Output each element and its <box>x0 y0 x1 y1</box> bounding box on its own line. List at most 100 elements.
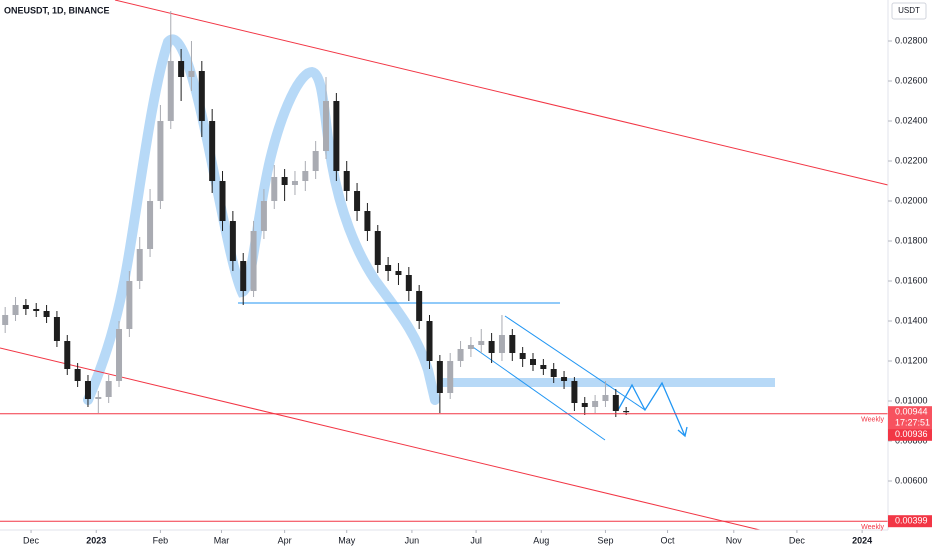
pattern-highlight <box>83 34 440 405</box>
candle-body <box>312 151 319 171</box>
level-tag: Weekly <box>861 524 884 531</box>
level-tag: Weekly <box>861 417 884 424</box>
candle-body <box>2 315 9 325</box>
candle-body <box>509 335 516 353</box>
candle-body <box>105 381 112 397</box>
y-tick-label: 0.01800 <box>895 235 928 245</box>
x-tick-label: Sep <box>597 535 613 545</box>
x-tick-label: 2023 <box>86 535 106 545</box>
channel-line <box>504 315 646 411</box>
y-tick-label: 0.02600 <box>895 75 928 85</box>
candle-body <box>612 395 619 411</box>
x-tick-label: Aug <box>533 535 549 545</box>
currency-box <box>891 2 927 20</box>
candle-body <box>126 281 133 329</box>
price-box <box>888 406 932 430</box>
y-tick-label: 0.02200 <box>895 155 928 165</box>
y-tick-label: 0.02800 <box>895 35 928 45</box>
candle-body <box>250 231 257 291</box>
candle-body <box>354 191 361 211</box>
candle-body <box>478 341 485 345</box>
candle-body <box>333 101 340 171</box>
candle-body <box>540 365 547 369</box>
candle-body <box>374 231 381 265</box>
candle-body <box>291 181 298 185</box>
x-tick-label: May <box>338 535 356 545</box>
candle-body <box>178 61 185 77</box>
y-tick-label: 0.01400 <box>895 315 928 325</box>
candle-body <box>95 397 102 399</box>
y-tick-label: 0.02000 <box>895 195 928 205</box>
candle-body <box>467 345 474 349</box>
candle-body <box>167 61 174 121</box>
chart-title: ONEUSDT, 1D, BINANCE <box>4 5 110 15</box>
countdown: 17:27:51 <box>895 418 930 428</box>
candle-body <box>12 305 19 315</box>
last-price: 0.00944 <box>895 407 928 417</box>
candle-body <box>519 353 526 359</box>
candle-body <box>592 401 599 407</box>
drawings <box>0 0 889 531</box>
candle-body <box>436 361 443 393</box>
candle-body <box>84 381 91 399</box>
candle-body <box>229 221 236 261</box>
y-tick-label: 0.01200 <box>895 355 928 365</box>
projection-arrow <box>617 381 686 437</box>
candle-body <box>136 249 143 281</box>
y-tick-label: 0.02400 <box>895 115 928 125</box>
candle-body <box>385 265 392 271</box>
candle-body <box>281 177 288 185</box>
candle-body <box>602 395 609 401</box>
x-tick-label: Feb <box>153 535 169 545</box>
candle-body <box>240 261 247 291</box>
candle-body <box>447 361 454 393</box>
candle-body <box>550 369 557 377</box>
x-tick-label: Oct <box>661 535 676 545</box>
y-tick-label: 0.01000 <box>895 395 928 405</box>
candle-body <box>33 309 40 311</box>
candle-body <box>260 201 267 231</box>
x-tick-label: Jun <box>405 535 420 545</box>
x-tick-label: Apr <box>278 535 292 545</box>
candle-body <box>405 275 412 291</box>
candle-body <box>53 317 60 341</box>
x-tick-label: Dec <box>23 535 40 545</box>
trend-line <box>0 347 761 531</box>
candle-body <box>530 359 537 365</box>
candle-body <box>426 321 433 361</box>
currency: USDT <box>898 6 920 15</box>
candle-body <box>581 403 588 407</box>
x-tick-label: 2024 <box>852 535 872 545</box>
candle-body <box>43 311 50 317</box>
candle-body <box>488 341 495 353</box>
candle-body <box>302 171 309 181</box>
axes: 0.006000.008000.010000.012000.014000.016… <box>23 35 932 545</box>
level-label: 0.00936 <box>895 429 928 439</box>
candle-body <box>198 71 205 121</box>
candle-body <box>147 201 154 249</box>
y-tick-label: 0.00600 <box>895 475 928 485</box>
level-box <box>888 515 932 528</box>
x-tick-label: Dec <box>789 535 806 545</box>
channel-line <box>469 344 606 441</box>
x-tick-label: Jul <box>470 535 482 545</box>
level-box <box>888 428 932 441</box>
candle-body <box>116 329 123 381</box>
candle-body <box>157 121 164 201</box>
candle-body <box>219 181 226 221</box>
resistance-zone <box>440 378 775 387</box>
candle-body <box>209 121 216 181</box>
candle-body <box>498 335 505 353</box>
candle-body <box>323 101 330 151</box>
candle-body <box>188 71 195 77</box>
plot <box>0 11 888 522</box>
candle-body <box>64 341 71 369</box>
price-axis <box>888 0 932 550</box>
candle-body <box>623 411 630 413</box>
arrow-head <box>677 426 688 438</box>
candle-body <box>561 377 568 381</box>
level-label: 0.00399 <box>895 516 928 526</box>
candle-body <box>22 305 29 309</box>
candle-body <box>416 291 423 321</box>
